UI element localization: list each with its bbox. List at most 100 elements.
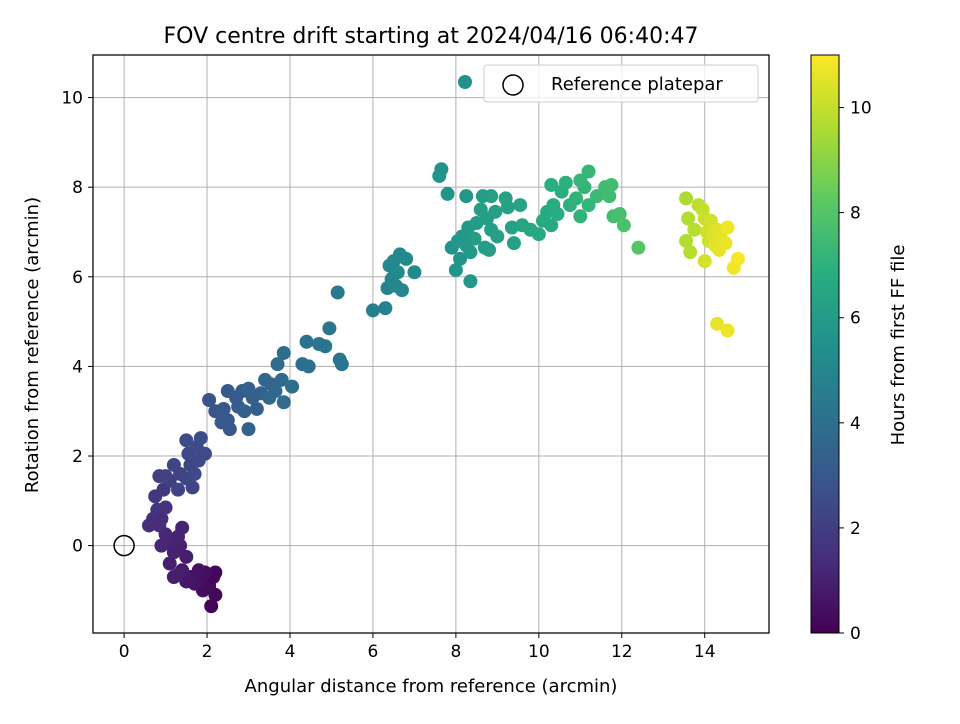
data-point bbox=[193, 431, 208, 446]
colorbar-gradient bbox=[810, 54, 840, 634]
data-point bbox=[299, 334, 314, 349]
data-point bbox=[681, 211, 696, 226]
data-point bbox=[679, 233, 694, 248]
colorbar-tick-label: 2 bbox=[850, 519, 861, 539]
data-point bbox=[154, 511, 169, 526]
grid bbox=[93, 55, 769, 633]
legend: Reference platepar bbox=[458, 64, 759, 103]
data-point bbox=[453, 251, 468, 266]
data-point bbox=[463, 274, 478, 289]
data-point bbox=[202, 393, 217, 408]
data-point bbox=[589, 189, 604, 204]
y-tick-label: 8 bbox=[72, 178, 83, 198]
data-point bbox=[718, 236, 733, 251]
data-point bbox=[488, 204, 503, 219]
colorbar-label: Hours from first FF file bbox=[888, 245, 909, 446]
data-point bbox=[187, 466, 202, 481]
data-point bbox=[158, 469, 173, 484]
data-point bbox=[241, 422, 256, 437]
y-tick-label: 6 bbox=[72, 268, 83, 288]
data-point bbox=[710, 316, 725, 331]
data-point bbox=[687, 222, 702, 237]
reference-platepar-point bbox=[113, 534, 135, 557]
data-point bbox=[569, 191, 584, 206]
data-point bbox=[262, 390, 277, 405]
x-tick-label: 4 bbox=[285, 642, 296, 662]
data-points bbox=[141, 162, 745, 614]
data-point bbox=[544, 177, 559, 192]
y-tick-label: 2 bbox=[72, 447, 83, 467]
x-tick-label: 12 bbox=[611, 642, 633, 662]
x-tick-label: 0 bbox=[119, 642, 130, 662]
colorbar-tick-label: 10 bbox=[850, 99, 872, 119]
legend-label-reference: Reference platepar bbox=[551, 74, 723, 95]
data-point bbox=[558, 175, 573, 190]
data-point bbox=[544, 218, 559, 233]
y-tick-label: 4 bbox=[72, 357, 83, 377]
data-point bbox=[440, 186, 455, 201]
data-point bbox=[602, 189, 617, 204]
data-point bbox=[334, 357, 349, 372]
data-point bbox=[318, 339, 333, 354]
data-point bbox=[179, 549, 194, 564]
x-tick-label: 2 bbox=[202, 642, 213, 662]
legend-marker-fov-drift bbox=[458, 75, 472, 89]
data-point bbox=[720, 220, 735, 235]
y-tick-label: 0 bbox=[72, 537, 83, 557]
data-point bbox=[197, 446, 212, 461]
data-point bbox=[216, 401, 231, 416]
x-tick-label: 8 bbox=[450, 642, 461, 662]
data-point bbox=[394, 283, 409, 298]
data-point bbox=[276, 395, 291, 410]
data-point bbox=[463, 245, 478, 260]
data-point bbox=[482, 242, 497, 257]
data-point bbox=[500, 200, 515, 215]
colorbar-tick-label: 6 bbox=[850, 309, 861, 329]
data-point bbox=[285, 379, 300, 394]
data-point bbox=[459, 189, 474, 204]
data-point bbox=[179, 433, 194, 448]
data-point bbox=[222, 422, 237, 437]
data-point bbox=[154, 538, 169, 553]
data-point bbox=[301, 359, 316, 374]
data-point bbox=[185, 480, 200, 495]
data-point bbox=[697, 254, 712, 269]
data-point bbox=[631, 240, 646, 255]
data-point bbox=[720, 323, 735, 338]
data-point bbox=[730, 251, 745, 266]
data-point bbox=[550, 207, 565, 222]
data-point bbox=[158, 500, 173, 515]
data-point bbox=[612, 207, 627, 222]
colorbar: 0 2 4 6 8 10 Hours from first FF file bbox=[810, 54, 909, 644]
data-point bbox=[378, 301, 393, 316]
x-tick-label: 14 bbox=[694, 642, 716, 662]
data-point bbox=[204, 599, 219, 614]
data-point bbox=[506, 236, 521, 251]
x-tick-label: 6 bbox=[368, 642, 379, 662]
data-point bbox=[581, 164, 596, 179]
data-point bbox=[191, 563, 206, 578]
data-point bbox=[171, 482, 186, 497]
data-point bbox=[166, 569, 181, 584]
colorbar-tick-label: 0 bbox=[850, 624, 861, 644]
data-point bbox=[407, 265, 422, 280]
colorbar-ticks: 0 2 4 6 8 10 bbox=[839, 99, 872, 644]
data-point bbox=[616, 218, 631, 233]
data-point bbox=[322, 321, 337, 336]
reference-marker bbox=[113, 534, 135, 557]
chart-title: FOV centre drift starting at 2024/04/16 … bbox=[164, 24, 699, 49]
x-tick-label: 10 bbox=[528, 642, 550, 662]
data-point bbox=[276, 345, 291, 360]
data-point bbox=[573, 173, 588, 188]
data-point bbox=[679, 191, 694, 206]
colorbar-tick-label: 8 bbox=[850, 204, 861, 224]
data-point bbox=[490, 229, 505, 244]
data-point bbox=[175, 520, 190, 535]
data-point bbox=[434, 162, 449, 177]
data-point bbox=[270, 357, 285, 372]
data-point bbox=[208, 565, 223, 580]
data-point bbox=[448, 263, 463, 278]
data-point bbox=[467, 231, 482, 246]
data-point bbox=[237, 404, 252, 419]
